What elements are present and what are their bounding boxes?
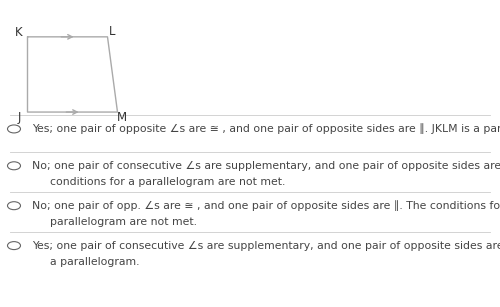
Text: a parallelogram.: a parallelogram. bbox=[50, 257, 140, 267]
Text: No; one pair of consecutive ∠s are supplementary, and one pair of opposite sides: No; one pair of consecutive ∠s are suppl… bbox=[32, 160, 500, 171]
Text: M: M bbox=[116, 111, 126, 124]
Text: L: L bbox=[109, 25, 116, 38]
Text: parallelogram are not met.: parallelogram are not met. bbox=[50, 217, 197, 227]
Text: Yes; one pair of opposite ∠s are ≅ , and one pair of opposite sides are ∥. JKLM : Yes; one pair of opposite ∠s are ≅ , and… bbox=[32, 123, 500, 134]
Text: Yes; one pair of consecutive ∠s are supplementary, and one pair of opposite side: Yes; one pair of consecutive ∠s are supp… bbox=[32, 240, 500, 251]
Text: No; one pair of opp. ∠s are ≅ , and one pair of opposite sides are ∥. The condit: No; one pair of opp. ∠s are ≅ , and one … bbox=[32, 200, 500, 211]
Text: K: K bbox=[15, 26, 23, 39]
Text: conditions for a parallelogram are not met.: conditions for a parallelogram are not m… bbox=[50, 177, 286, 187]
Text: J: J bbox=[18, 111, 20, 124]
